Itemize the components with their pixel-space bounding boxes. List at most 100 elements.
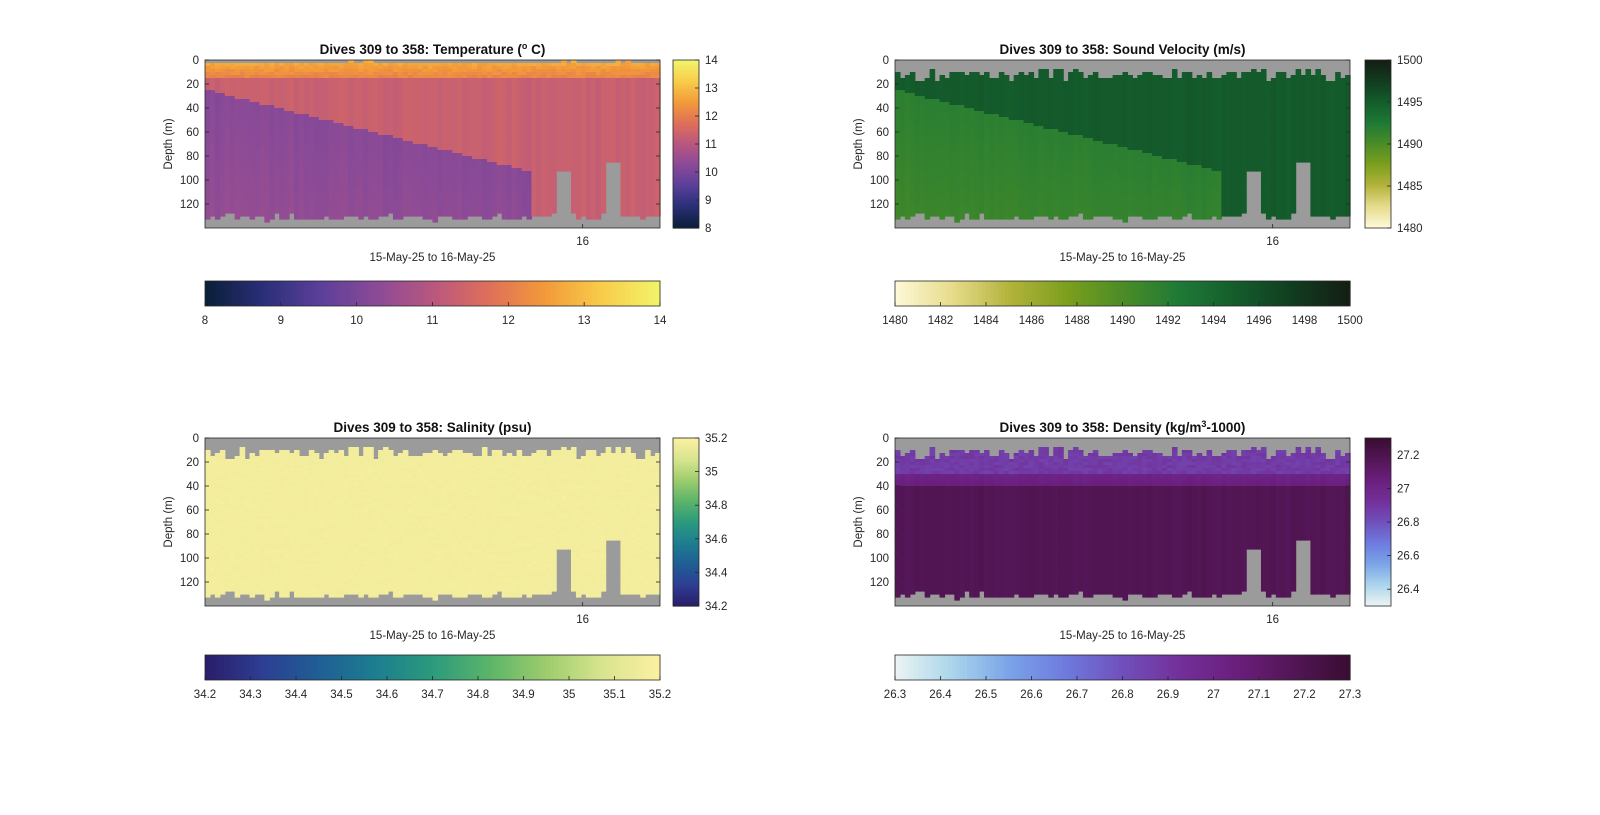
colorbar-swatch (379, 281, 383, 306)
panel-sound-velocity: Dives 309 to 358: Sound Velocity (m/s)02… (853, 42, 1423, 327)
colorbar-swatch (425, 281, 429, 306)
colorbar-tick-label: 8 (705, 223, 711, 235)
heatmap-cell (235, 216, 241, 220)
x-tick-label: 16 (576, 236, 589, 248)
colorbar-swatch (406, 281, 410, 306)
colorbar-swatch (258, 281, 262, 306)
colorbar-swatch (558, 281, 562, 306)
colorbar-tick-label: 13 (578, 315, 591, 327)
colorbar-swatch (220, 281, 224, 306)
colorbar-swatch (497, 281, 501, 306)
heatmap-cell (531, 213, 537, 217)
heatmap-cell (457, 216, 463, 220)
heatmap-cell (492, 213, 498, 217)
heatmap-cell (309, 216, 315, 220)
heatmap-cell (274, 210, 280, 214)
colorbar-swatch (524, 281, 528, 306)
colorbar-swatch (546, 281, 550, 306)
heatmap-cell (314, 216, 320, 220)
heatmap-cell (442, 213, 448, 217)
colorbar-swatch (486, 281, 490, 306)
colorbar-swatch (273, 281, 277, 306)
heatmap-cell (447, 213, 453, 217)
colorbar-swatch (436, 281, 440, 306)
colorbar-swatch (599, 281, 603, 306)
colorbar-tick-label: 10 (705, 167, 718, 179)
heatmap-cell (606, 159, 612, 163)
colorbar-swatch (315, 281, 319, 306)
colorbar-swatch (417, 281, 421, 306)
heatmap-cell (546, 213, 552, 217)
heatmap-cell (467, 213, 473, 217)
colorbar-swatch (300, 281, 304, 306)
colorbar-swatch (235, 281, 239, 306)
heatmap-cell (398, 216, 404, 220)
colorbar-swatch (326, 281, 330, 306)
colorbar-swatch (262, 281, 266, 306)
y-tick-label: 60 (186, 127, 199, 139)
heatmap-cell (343, 213, 349, 217)
colorbar-swatch (633, 281, 637, 306)
colorbar-swatch (474, 281, 478, 306)
colorbar-swatch (470, 281, 474, 306)
colorbar-swatch (330, 281, 334, 306)
colorbar-swatch (527, 281, 531, 306)
colorbar-swatch (596, 281, 600, 306)
heatmap-cells (205, 60, 661, 223)
colorbar-swatch (247, 281, 251, 306)
colorbar-swatch (622, 281, 626, 306)
colorbar-swatch (463, 281, 467, 306)
y-axis-label: Depth (m) (163, 118, 175, 169)
heatmap-cell (240, 213, 246, 217)
heatmap-cell (462, 216, 468, 220)
heatmap-cell (304, 216, 310, 220)
colorbar-swatch (539, 281, 543, 306)
y-tick-label: 40 (186, 103, 199, 115)
colorbar-swatch (269, 281, 273, 306)
colorbar-swatch (421, 281, 425, 306)
heatmap-cell (254, 213, 260, 217)
heatmap-cell (645, 213, 651, 217)
heatmap-cell (264, 219, 270, 223)
colorbar-swatch (254, 281, 258, 306)
colorbar-swatch (311, 281, 315, 306)
heatmap-cell (230, 210, 236, 214)
colorbar-swatch (516, 281, 520, 306)
heatmap-cell (625, 213, 631, 217)
colorbar-swatch (448, 281, 452, 306)
colorbar-swatch (216, 281, 220, 306)
heatmap-cell (452, 216, 458, 220)
colorbar-swatch (607, 281, 611, 306)
colorbar-swatch (478, 281, 482, 306)
colorbar-swatch (652, 281, 656, 306)
colorbar-swatch (205, 281, 209, 306)
colorbar-swatch (440, 281, 444, 306)
colorbar-swatch (531, 281, 535, 306)
colorbar-swatch (228, 281, 232, 306)
colorbar-tick-label: 11 (427, 315, 439, 327)
colorbar-tick-label: 12 (705, 111, 718, 123)
heatmap-cell (269, 216, 275, 220)
colorbar-swatch (550, 281, 554, 306)
colorbar-swatch (304, 281, 308, 306)
heatmap-cell (635, 213, 641, 217)
panel-temperature: Dives 309 to 358: Temperature (o C)02040… (163, 41, 718, 327)
colorbar-swatch (372, 281, 376, 306)
y-tick-label: 80 (186, 151, 199, 163)
heatmap-cell (418, 213, 424, 217)
colorbar-swatch (296, 281, 300, 306)
colorbar-swatch (364, 281, 368, 306)
colorbar-swatch (482, 281, 486, 306)
colorbar-swatch (493, 281, 497, 306)
colorbar-swatch (455, 281, 459, 306)
heatmap-cell (650, 213, 656, 217)
heatmap-cell (413, 213, 419, 217)
colorbar-swatch (232, 281, 236, 306)
heatmap-cell (245, 213, 251, 217)
colorbar-swatch (376, 281, 380, 306)
colorbar-swatch (402, 281, 406, 306)
colorbar-swatch (323, 281, 327, 306)
heatmap-cell (472, 213, 478, 217)
colorbar-swatch (368, 281, 372, 306)
colorbar-swatch (288, 281, 292, 306)
